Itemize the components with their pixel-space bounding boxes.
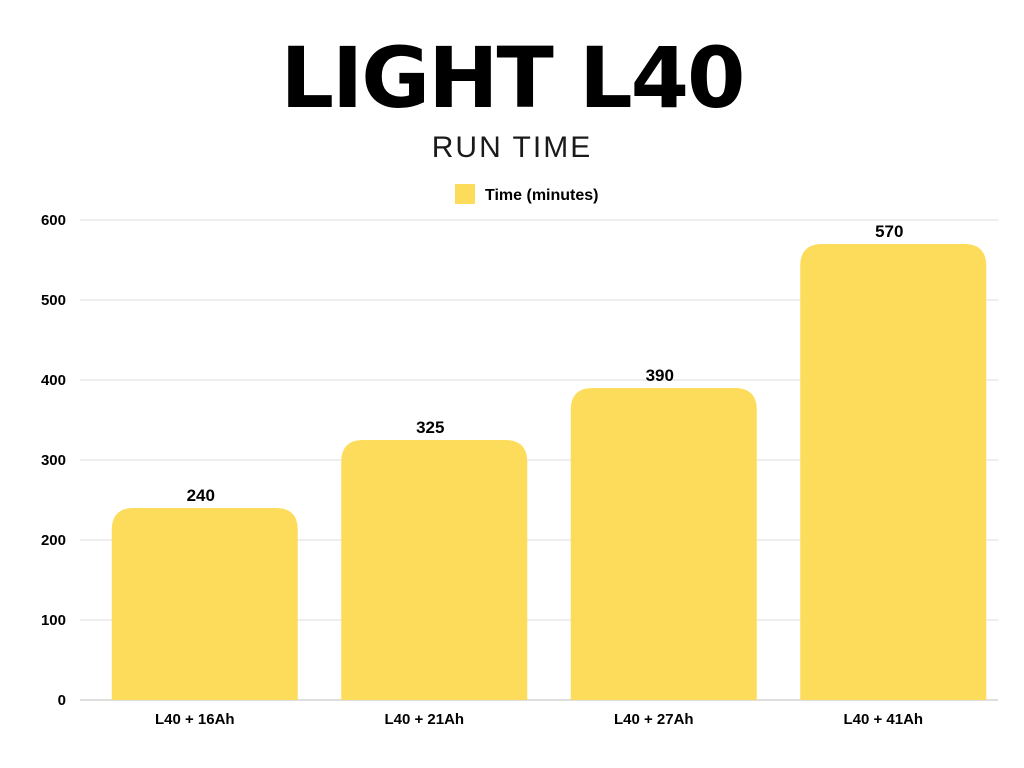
- data-label: 570: [875, 222, 903, 241]
- x-tick-label: L40 + 21Ah: [384, 711, 464, 728]
- data-label: 240: [187, 486, 215, 505]
- data-labels: 240 325 390 570: [187, 222, 904, 505]
- legend-swatch: [455, 184, 475, 204]
- y-tick-label: 0: [58, 692, 66, 709]
- legend-label: Time (minutes): [485, 187, 599, 204]
- bar: [111, 508, 298, 700]
- x-axis: L40 + 16Ah L40 + 21Ah L40 + 27Ah L40 + 41Ah: [155, 711, 923, 728]
- bar: [570, 388, 757, 700]
- x-tick-label: L40 + 27Ah: [614, 711, 694, 728]
- y-tick-label: 600: [41, 212, 66, 229]
- bar: [800, 244, 987, 700]
- data-label: 390: [646, 366, 674, 385]
- legend: Time (minutes): [455, 184, 599, 204]
- y-tick-label: 500: [41, 292, 66, 309]
- chart-title: LIGHT L40: [280, 29, 746, 127]
- y-tick-label: 100: [41, 612, 66, 629]
- chart-subtitle: RUN TIME: [431, 131, 593, 164]
- y-tick-label: 400: [41, 372, 66, 389]
- bars: [111, 244, 987, 700]
- bar: [341, 440, 528, 700]
- y-tick-label: 200: [41, 532, 66, 549]
- y-axis: 0 100 200 300 400 500 600: [41, 212, 66, 709]
- x-tick-label: L40 + 16Ah: [155, 711, 235, 728]
- y-tick-label: 300: [41, 452, 66, 469]
- x-tick-label: L40 + 41Ah: [843, 711, 923, 728]
- data-label: 325: [416, 418, 444, 437]
